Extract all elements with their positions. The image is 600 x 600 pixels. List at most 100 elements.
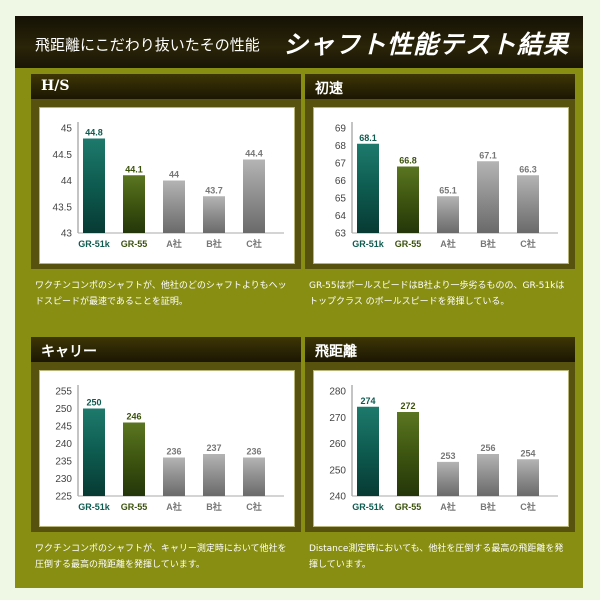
category-label: C社 [520,238,536,249]
data-label: 250 [86,398,101,408]
chart-area: 280 270 260 250 240 274 GR-51k 272 GR-55 253 A社 256… [313,370,569,527]
bar-GR-55 [397,412,419,496]
category-label: GR-55 [395,239,422,249]
chart-area: 45 44.5 44 43.5 43 44.8 GR-51k 44.1 GR-55 44 A社 43.… [39,107,295,264]
y-tick-label: 63 [335,229,347,240]
chart-description-carry: ワクチンコンポのシャフトが、キャリー測定時において他社を圧倒する最高の飛距離を発… [35,544,287,570]
results-board: 飛距離にこだわり抜いたその性能 シャフト性能テスト結果 H/S 45 44.5 44… [15,16,583,588]
chart-area: 69 68 67 66 65 64 63 68.1 GR-51k 66.8 GR-55 65.1 A社 6… [313,107,569,264]
y-tick-label: 69 [335,124,347,135]
bar-C社 [517,175,539,233]
y-tick-label: 235 [55,457,72,468]
data-label: 43.7 [205,185,223,195]
bar-A社 [163,457,185,496]
y-tick-label: 64 [335,211,347,222]
category-label: GR-55 [121,502,148,512]
panel-title: 飛距離 [315,344,357,360]
category-label: B社 [480,501,496,512]
category-label: A社 [440,238,456,249]
y-tick-label: 255 [55,387,72,398]
bar-A社 [437,461,459,496]
y-tick-label: 44.5 [53,150,73,161]
category-label: GR-51k [78,239,111,249]
y-tick-label: 240 [55,439,72,450]
bar-GR-55 [397,166,419,233]
chart-panel-hs: H/S 45 44.5 44 43.5 43 44.8 GR-51k 44.1 GR-55 44 A… [31,74,301,269]
bar-chart-hs: 45 44.5 44 43.5 43 44.8 GR-51k 44.1 GR-55 44 A社 43.… [53,122,284,249]
chart-area: 255 250 245 240 235 230 225 250 GR-51k 246 GR-55 23… [39,370,295,527]
bar-GR-51k [83,408,105,496]
bar-GR-55 [123,422,145,496]
category-label: C社 [246,238,262,249]
bar-GR-55 [123,175,145,233]
bar-GR-51k [83,138,105,233]
y-tick-label: 245 [55,422,72,433]
category-label: GR-55 [121,239,148,249]
data-label: 254 [520,448,535,458]
panel-title: H/S [41,78,70,94]
y-tick-label: 225 [55,492,72,503]
panel-title-bar: 飛距離 [305,337,575,362]
bar-GR-51k [357,406,379,496]
bar-B社 [203,196,225,233]
chart-panel-distance: 飛距離 280 270 260 250 240 274 GR-51k 272 GR-55 253 A… [305,337,575,532]
category-label: A社 [166,501,182,512]
y-tick-label: 65 [335,194,347,205]
bar-A社 [163,180,185,233]
y-tick-label: 66 [335,176,347,187]
data-label: 44.8 [85,128,103,138]
bar-A社 [437,196,459,233]
chart-panel-carry: キャリー 255 250 245 240 235 230 225 250 GR-51k 246 GR… [31,337,301,532]
y-tick-label: 250 [55,404,72,415]
category-label: A社 [166,238,182,249]
data-label: 66.8 [399,156,417,166]
y-tick-label: 44 [61,176,73,187]
bar-chart-carry: 255 250 245 240 235 230 225 250 GR-51k 246 GR-55 23… [55,385,284,512]
bar-B社 [203,454,225,496]
y-tick-label: 240 [329,492,346,503]
data-label: 236 [246,447,261,457]
category-label: A社 [440,501,456,512]
category-label: GR-51k [352,239,385,249]
bar-B社 [477,454,499,496]
category-label: C社 [246,501,262,512]
bar-GR-51k [357,143,379,233]
data-label: 65.1 [439,185,457,195]
y-tick-label: 280 [329,387,346,398]
category-label: GR-51k [78,502,111,512]
bar-B社 [477,161,499,233]
y-tick-label: 270 [329,413,346,424]
data-label: 67.1 [479,150,497,160]
y-tick-label: 43.5 [53,202,73,213]
category-label: GR-55 [395,502,422,512]
data-label: 44 [169,170,179,180]
header-bar: 飛距離にこだわり抜いたその性能 シャフト性能テスト結果 [15,16,583,68]
category-label: B社 [206,501,222,512]
data-label: 253 [440,451,455,461]
bar-C社 [243,457,265,496]
data-label: 272 [400,401,415,411]
category-label: B社 [480,238,496,249]
chart-panel-initial-speed: 初速 69 68 67 66 65 64 63 68.1 GR-51k 66.8 GR-55 65.1… [305,74,575,269]
panel-title-bar: H/S [31,74,301,99]
y-tick-label: 230 [55,474,72,485]
bar-chart-distance: 280 270 260 250 240 274 GR-51k 272 GR-55 253 A社 256… [329,385,558,512]
data-label: 256 [480,443,495,453]
category-label: B社 [206,238,222,249]
bar-C社 [243,159,265,233]
panel-title: 初速 [315,81,343,97]
chart-description-distance: Distance測定時においても、他社を圧倒する最高の飛距離を発揮しています。 [309,544,564,570]
data-label: 246 [126,412,141,422]
header-title: シャフト性能テスト結果 [282,30,569,59]
category-label: GR-51k [352,502,385,512]
panel-title-bar: キャリー [31,337,301,362]
data-label: 274 [360,396,375,406]
data-label: 66.3 [519,164,537,174]
y-tick-label: 43 [61,229,73,240]
data-label: 44.4 [245,149,263,159]
data-label: 236 [166,447,181,457]
y-tick-label: 250 [329,465,346,476]
data-label: 68.1 [359,133,377,143]
header-subtitle: 飛距離にこだわり抜いたその性能 [35,36,260,54]
panel-title-bar: 初速 [305,74,575,99]
